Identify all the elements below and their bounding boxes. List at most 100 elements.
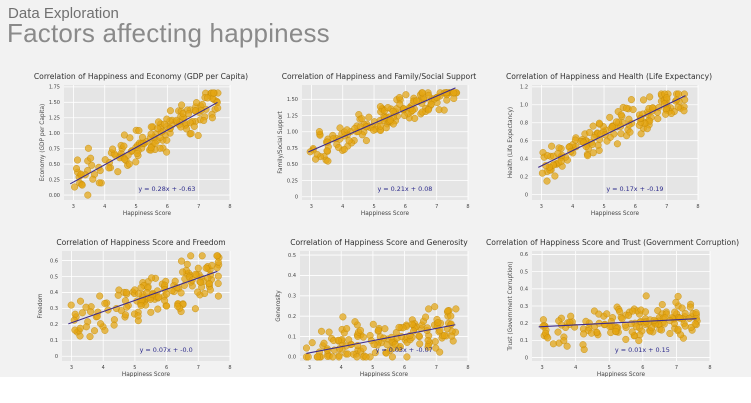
trend-equation: y = 0.03x + -0.07 <box>376 346 433 354</box>
y-axis-label: Economy (GDP per Capita) <box>40 104 46 182</box>
data-point <box>137 284 145 292</box>
data-point <box>636 331 644 339</box>
data-point <box>671 308 679 316</box>
data-point <box>543 152 551 160</box>
page-title: Factors affecting happiness <box>7 18 330 48</box>
data-point <box>587 329 595 337</box>
data-point <box>603 310 611 318</box>
y-tick-label: 0.50 <box>287 162 298 168</box>
x-tick-label: 6 <box>634 204 637 210</box>
chart-title: Correlation of Happiness and Economy (GD… <box>33 72 249 81</box>
data-point <box>672 298 680 306</box>
data-point <box>418 89 426 97</box>
data-point <box>325 328 333 336</box>
x-tick-label: 8 <box>696 204 699 210</box>
y-tick-label: 0.5 <box>50 274 58 280</box>
y-tick-label: 0.2 <box>520 321 528 327</box>
x-tick-label: 6 <box>403 365 406 371</box>
data-point <box>376 122 384 130</box>
data-point <box>551 172 559 180</box>
chart-title: Correlation of Happiness Score and Gener… <box>290 238 468 247</box>
chart-panel-family: Correlation of Happiness and Family/Soci… <box>270 72 488 222</box>
y-tick-label: 0.2 <box>520 174 528 180</box>
data-point <box>382 349 390 357</box>
data-point <box>179 268 187 276</box>
data-point <box>202 264 210 272</box>
data-point <box>194 288 202 296</box>
data-point <box>214 272 222 280</box>
data-point <box>78 181 86 189</box>
data-point <box>138 133 146 141</box>
x-tick-label: 8 <box>228 365 231 371</box>
data-point <box>539 316 547 324</box>
x-tick-label: 5 <box>371 365 374 371</box>
data-point <box>89 175 97 183</box>
data-point <box>73 164 81 172</box>
trend-line <box>538 318 697 328</box>
data-point <box>370 126 378 134</box>
data-point <box>431 303 439 311</box>
chart-title: Correlation of Happiness and Health (Lif… <box>505 72 713 81</box>
data-point <box>686 303 694 311</box>
data-point <box>120 131 128 139</box>
data-point <box>110 321 118 329</box>
data-point <box>120 155 128 163</box>
section-subtitle: Data Exploration <box>8 5 119 22</box>
data-point <box>209 89 217 97</box>
data-point <box>340 145 348 153</box>
data-point <box>444 307 452 315</box>
x-tick-label: 5 <box>602 204 605 210</box>
data-point <box>306 148 314 156</box>
y-tick-label: 1.75 <box>49 85 60 91</box>
data-point <box>190 122 198 130</box>
data-point <box>203 94 211 102</box>
data-point <box>135 290 143 298</box>
data-point <box>580 330 588 338</box>
x-tick-label: 8 <box>466 365 469 371</box>
data-point <box>543 177 551 185</box>
data-point <box>622 335 630 343</box>
chart-panel-economy: Correlation of Happiness and Economy (GD… <box>32 72 250 222</box>
data-point <box>391 340 399 348</box>
data-point <box>427 100 435 108</box>
data-point <box>674 325 682 333</box>
data-point <box>425 305 433 313</box>
data-point <box>163 136 171 144</box>
data-point <box>663 94 671 102</box>
trend-equation: y = 0.17x + -0.19 <box>606 185 663 193</box>
data-point <box>191 305 199 313</box>
data-point <box>436 348 444 356</box>
data-point <box>680 107 688 115</box>
y-tick-label: 0.1 <box>288 334 296 340</box>
data-point <box>625 311 633 319</box>
trend-line <box>69 101 218 185</box>
y-tick-label: 0.1 <box>520 338 528 344</box>
y-tick-label: 0.4 <box>520 156 528 162</box>
data-point <box>632 323 640 331</box>
y-tick-label: 0.25 <box>49 177 60 183</box>
data-point <box>416 340 424 348</box>
data-point <box>82 303 90 311</box>
y-axis-label: Freedom <box>38 293 44 319</box>
data-point <box>132 158 140 166</box>
x-axis-label: Happiness Score <box>122 372 171 378</box>
data-point <box>147 308 155 316</box>
y-tick-label: 0.0 <box>288 355 296 361</box>
data-point <box>424 336 432 344</box>
data-point <box>662 110 670 118</box>
data-point <box>187 130 195 138</box>
data-point <box>431 338 439 346</box>
data-point <box>312 155 320 163</box>
x-tick-label: 3 <box>310 204 313 210</box>
y-tick-label: 0.8 <box>520 121 528 127</box>
data-point <box>343 325 351 333</box>
x-tick-label: 3 <box>540 365 543 371</box>
data-point <box>450 89 458 97</box>
data-point <box>120 142 128 150</box>
data-point <box>198 100 206 108</box>
y-tick-label: 1.0 <box>520 103 528 109</box>
data-point <box>200 117 208 125</box>
y-axis-label: Trust (Government Corruption) <box>508 261 514 351</box>
data-point <box>133 149 141 157</box>
scatter-chart-trust: 3 4 5 6 7 8 0 0.1 0.2 0.3 0.4 0.5 0.6 Happiness Score… <box>508 251 712 378</box>
